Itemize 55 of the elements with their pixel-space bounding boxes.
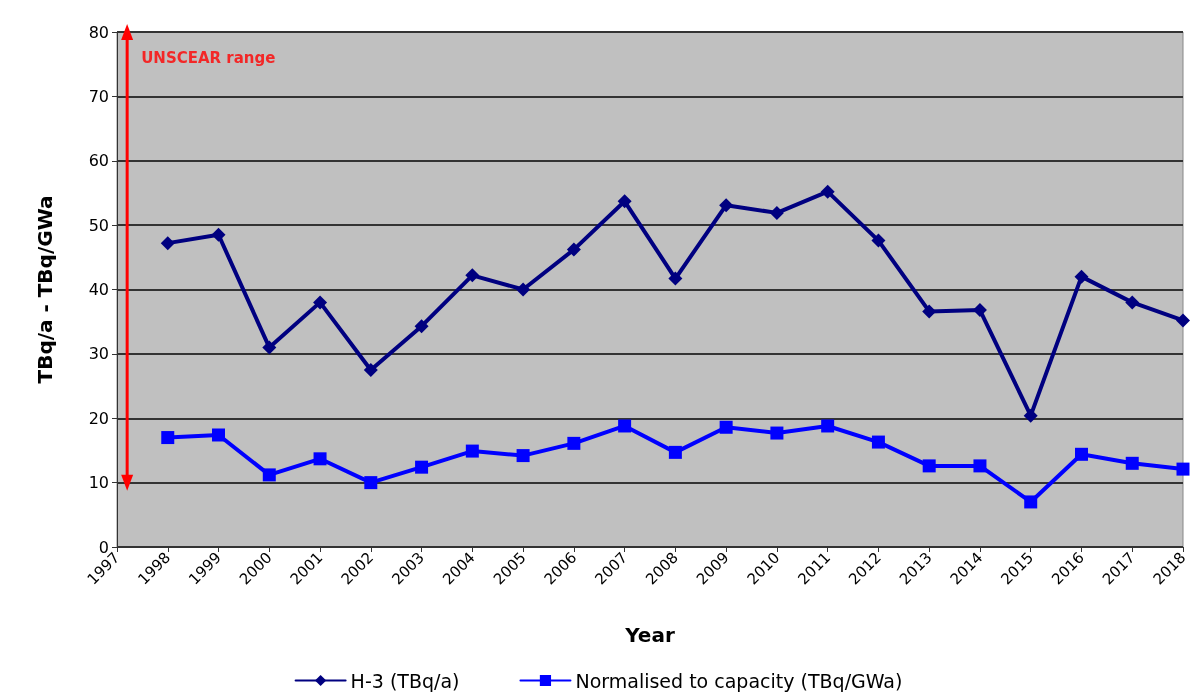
point [922, 459, 936, 473]
point [211, 227, 226, 242]
point [465, 268, 480, 283]
point [1125, 295, 1140, 310]
point [262, 468, 276, 482]
legend-label: H-3 (TBq/a) [350, 669, 460, 692]
point [668, 445, 682, 459]
y-tick-label: 80 [88, 22, 109, 42]
point [719, 420, 733, 434]
point [414, 319, 429, 334]
point [1074, 269, 1089, 284]
point [313, 295, 328, 310]
point [415, 460, 429, 474]
y-axis-title: TBq/a - TBq/GWa [33, 195, 57, 384]
point [719, 198, 734, 213]
point [821, 419, 835, 433]
point [212, 428, 226, 442]
point [1023, 408, 1038, 423]
point [1125, 456, 1139, 470]
point [1074, 447, 1088, 461]
point [871, 233, 886, 248]
point [364, 476, 378, 490]
y-tick-label: 30 [88, 344, 109, 364]
point [972, 303, 987, 318]
y-tick-label: 50 [88, 215, 109, 235]
y-tick-label: 40 [88, 280, 109, 299]
point [262, 340, 277, 355]
point [668, 271, 683, 286]
point [618, 419, 632, 433]
y-tick-label: 70 [88, 86, 109, 106]
point [1176, 313, 1190, 328]
point [161, 431, 175, 445]
point [566, 242, 581, 257]
point [1176, 462, 1190, 476]
point [1024, 495, 1038, 509]
y-tick-label: 20 [88, 408, 109, 428]
point [769, 205, 784, 220]
point [363, 362, 378, 377]
point [770, 426, 784, 440]
legend-label: Normalised to capacity (TBq/GWa) [575, 669, 903, 692]
annotation: UNSCEAR range [141, 48, 276, 67]
y-tick-label: 60 [88, 151, 109, 171]
point [973, 459, 987, 473]
point [516, 282, 531, 297]
point [820, 184, 835, 199]
y-tick-label: 10 [88, 473, 109, 493]
point [313, 452, 327, 466]
point [465, 444, 479, 458]
x-axis-title: Year [624, 623, 675, 647]
point [567, 436, 581, 450]
point [160, 236, 175, 251]
point [516, 449, 530, 463]
point [617, 194, 632, 209]
point [871, 435, 885, 449]
point [922, 304, 937, 319]
